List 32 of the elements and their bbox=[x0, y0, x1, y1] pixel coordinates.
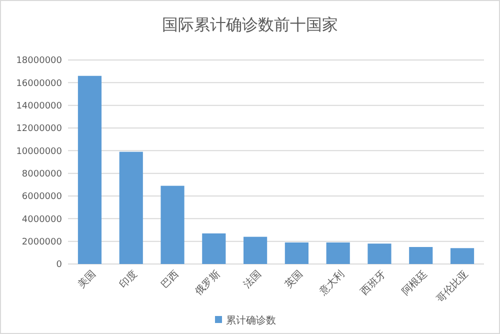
x-tick-label: 法国 bbox=[241, 268, 264, 291]
x-tick-label: 英国 bbox=[282, 268, 306, 291]
bar bbox=[409, 247, 433, 264]
chart-title: 国际累计确诊数前十国家 bbox=[162, 15, 338, 34]
bar bbox=[284, 242, 308, 264]
bar bbox=[368, 244, 392, 264]
x-tick-label: 意大利 bbox=[316, 268, 347, 299]
bar bbox=[326, 242, 350, 264]
x-tick-label: 俄罗斯 bbox=[192, 268, 223, 298]
y-tick-label: 10000000 bbox=[16, 146, 62, 157]
x-tick-label: 西班牙 bbox=[358, 268, 388, 298]
bar bbox=[160, 186, 184, 264]
y-tick-label: 2000000 bbox=[22, 237, 62, 248]
y-tick-label: 6000000 bbox=[22, 192, 62, 202]
bar bbox=[119, 152, 143, 264]
x-tick-label: 印度 bbox=[117, 268, 140, 291]
y-tick-label: 0 bbox=[56, 260, 62, 270]
bar bbox=[202, 233, 226, 264]
x-tick-label: 哥伦比亚 bbox=[434, 268, 471, 305]
y-tick-label: 18000000 bbox=[16, 56, 62, 66]
x-tick-label: 巴西 bbox=[159, 268, 182, 291]
y-tick-label: 16000000 bbox=[16, 78, 62, 89]
bar bbox=[450, 248, 474, 264]
y-tick-label: 12000000 bbox=[16, 124, 62, 134]
y-tick-label: 8000000 bbox=[22, 169, 62, 180]
y-tick-label: 4000000 bbox=[22, 214, 62, 225]
y-tick-label: 14000000 bbox=[16, 101, 62, 112]
bar bbox=[244, 236, 268, 264]
x-tick-label: 美国 bbox=[76, 268, 98, 291]
legend-label: 累计确诊数 bbox=[226, 314, 276, 326]
bar bbox=[78, 76, 102, 264]
x-tick-label: 阿根廷 bbox=[400, 268, 430, 298]
